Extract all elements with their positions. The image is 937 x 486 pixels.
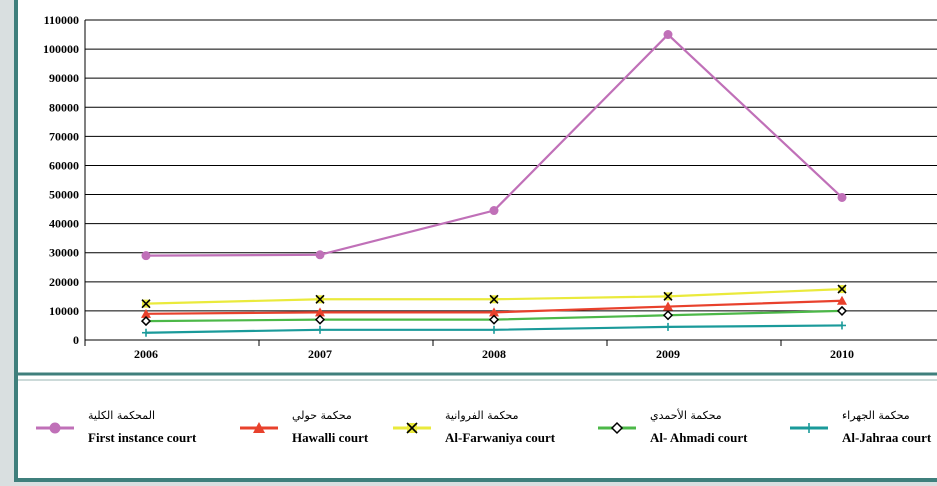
data-point: [490, 325, 498, 334]
gridlines: [85, 19, 937, 312]
data-point: [489, 294, 499, 304]
data-point: [663, 30, 673, 40]
data-point: [141, 251, 151, 261]
marker-stroke: [663, 291, 673, 301]
data-point: [838, 321, 846, 330]
legend-label-arabic: المحكمة الكلية: [88, 409, 155, 422]
legend-marker: [253, 422, 265, 433]
legend-label-arabic: محكمة الفروانية: [445, 409, 519, 422]
y-tick-label: 100000: [43, 42, 79, 56]
legend-marker: [804, 423, 814, 433]
marker-stroke: [315, 294, 325, 304]
data-point: [663, 291, 673, 301]
marker-stroke: [489, 294, 499, 304]
legend-label: Al-Jahraa court: [842, 430, 932, 445]
y-tick-label: 50000: [49, 188, 79, 202]
data-point: [141, 299, 151, 309]
legend-item: محكمة الأحمدي Al- Ahmadi court: [598, 408, 748, 445]
legend-label-arabic: محكمة الجهراء: [842, 409, 910, 422]
y-tick-label: 10000: [49, 304, 79, 318]
data-point: [140, 316, 152, 327]
y-tick-label: 40000: [49, 217, 79, 231]
legend-item: محكمة الجهراء Al-Jahraa court: [790, 409, 932, 445]
legend-label-arabic: محكمة حولي: [292, 409, 352, 422]
legend: المحكمة الكلية First instance court محكمة …: [18, 372, 937, 445]
legend-label: Hawalli court: [292, 430, 369, 445]
x-tick-label: 2009: [656, 347, 680, 361]
data-point: [489, 307, 499, 317]
data-point: [837, 284, 847, 294]
series-line: [145, 33, 843, 257]
y-tick-label: 20000: [49, 275, 79, 289]
legend-label: Al-Farwaniya court: [445, 430, 556, 445]
data-point: [837, 295, 847, 305]
y-tick-label: 110000: [44, 13, 79, 27]
legend-marker: [610, 421, 624, 435]
data-point: [315, 250, 325, 260]
marker-stroke: [141, 299, 151, 309]
y-tick-label: 70000: [49, 129, 79, 143]
data-point: [664, 322, 672, 331]
legend-label: Al- Ahmadi court: [650, 430, 748, 445]
legend-item: المحكمة الكلية First instance court: [36, 409, 197, 445]
marker-stroke: [837, 284, 847, 294]
x-tick-label: 2007: [308, 347, 332, 361]
data-point: [836, 305, 848, 316]
series-lines: [140, 30, 848, 337]
y-tick-label: 90000: [49, 71, 79, 85]
y-tick-label: 30000: [49, 246, 79, 260]
legend-marker: [49, 422, 61, 434]
x-tick-label: 2010: [830, 347, 854, 361]
x-tick-label: 2008: [482, 347, 506, 361]
data-point: [489, 206, 499, 216]
data-point: [314, 314, 326, 325]
marker-stroke: [406, 422, 418, 434]
y-tick-label: 0: [73, 333, 79, 347]
data-point: [315, 307, 325, 317]
legend-item: محكمة الفروانية Al-Farwaniya court: [393, 409, 556, 445]
data-point: [663, 301, 673, 311]
data-point: [488, 314, 500, 325]
y-tick-label: 60000: [49, 158, 79, 172]
data-point: [141, 308, 151, 318]
data-point: [837, 192, 847, 202]
x-tick-label: 2006: [134, 347, 158, 361]
data-point: [315, 294, 325, 304]
legend-marker: [406, 422, 418, 434]
legend-label: First instance court: [88, 430, 197, 445]
legend-label-arabic: محكمة الأحمدي: [650, 408, 722, 422]
chart-frame: [14, 0, 937, 482]
axes: 0 10000 20000 30000 40000 50000 60000 70000 8000…: [43, 13, 937, 361]
data-point: [142, 328, 150, 337]
data-point: [662, 310, 674, 321]
y-tick-label: 80000: [49, 100, 79, 114]
legend-item: محكمة حولي Hawalli court: [240, 409, 369, 445]
data-point: [316, 325, 324, 334]
